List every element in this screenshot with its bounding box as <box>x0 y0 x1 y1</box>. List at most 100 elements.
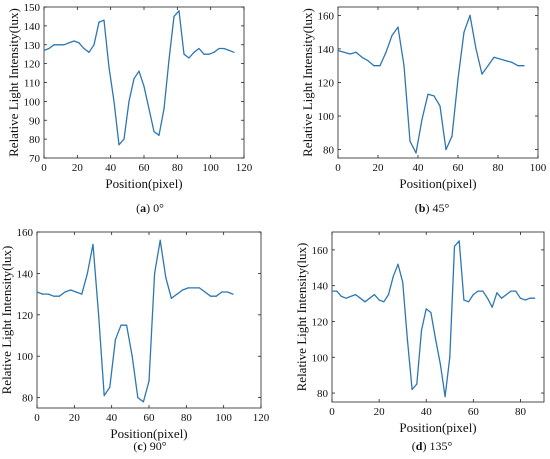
data-point <box>373 65 375 67</box>
panel-caption: (c) 90° <box>133 439 166 453</box>
data-point <box>486 297 489 299</box>
data-point <box>88 51 90 53</box>
x-tick-label: 40 <box>105 162 117 174</box>
data-point <box>158 134 160 136</box>
data-point <box>403 65 405 67</box>
data-point <box>73 40 75 42</box>
data-point <box>367 60 369 62</box>
data-point <box>173 15 175 18</box>
data-point <box>36 291 38 293</box>
data-point <box>176 293 178 295</box>
plot-frame <box>331 231 545 403</box>
data-point <box>523 65 525 67</box>
y-tick-label: 120 <box>312 316 329 328</box>
data-point <box>198 287 200 289</box>
data-point <box>103 19 105 21</box>
data-point <box>517 65 519 67</box>
data-point <box>63 44 65 46</box>
x-axis-label: Position(pixel) <box>110 426 187 441</box>
data-point <box>187 287 189 289</box>
data-point <box>463 299 465 301</box>
data-point <box>83 47 85 50</box>
data-point <box>108 66 110 68</box>
data-point <box>457 78 459 80</box>
y-tick-label: 110 <box>24 78 41 90</box>
x-tick-label: 100 <box>530 162 547 174</box>
data-point <box>204 291 206 293</box>
data-point <box>359 297 361 299</box>
y-tick-label: 130 <box>24 40 41 52</box>
caption-text: 135° <box>429 439 452 453</box>
chart-panel-b: 0 20 40 60 80 100 80 100 120 140 160 Position(pixel… <box>300 6 547 215</box>
data-point <box>411 388 413 391</box>
data-point <box>533 297 536 299</box>
caption-letter: a <box>140 201 146 215</box>
chart-panel-a: 0 20 40 60 80 100 120 70 80 90 100 110 120 130 140 150 P… <box>6 2 253 215</box>
data-point <box>168 59 170 61</box>
data-point <box>444 396 446 398</box>
data-point <box>148 380 150 382</box>
data-point <box>515 290 517 292</box>
data-point <box>406 338 408 340</box>
chart-panel-c: 0 20 40 60 80 100 120 80 100 120 140 160 Position(pi… <box>0 227 270 453</box>
caption-text: 0° <box>153 201 164 215</box>
data-point <box>331 290 333 292</box>
data-point <box>510 290 512 292</box>
y-axis-label: Relative Light Intensity(lux) <box>0 246 14 395</box>
data-point <box>114 339 116 341</box>
data-point <box>451 135 453 137</box>
data-point <box>511 61 513 63</box>
data-point <box>53 295 55 297</box>
x-tick-label: 60 <box>468 406 480 418</box>
x-tick-label: 120 <box>253 412 270 424</box>
data-point <box>505 294 507 296</box>
data-point <box>98 314 100 316</box>
data-point <box>501 297 503 299</box>
x-axis-label: Position(pixel) <box>399 176 476 191</box>
caption-letter: d <box>416 439 423 453</box>
y-tick-label: 80 <box>323 145 335 157</box>
data-point <box>48 47 50 50</box>
data-point <box>449 356 451 358</box>
data-point <box>170 297 172 299</box>
y-tick-label: 140 <box>312 281 329 293</box>
x-tick-label: 40 <box>106 412 118 424</box>
data-point <box>142 401 144 403</box>
x-axis-label: Position(pixel) <box>105 176 182 191</box>
data-point <box>385 51 387 53</box>
data-point <box>68 42 70 44</box>
data-point <box>233 51 235 53</box>
x-tick-label: 60 <box>139 162 151 174</box>
data-point <box>78 42 80 44</box>
data-point <box>402 281 404 283</box>
data-point <box>463 31 465 33</box>
data-point <box>391 34 393 37</box>
data-point <box>133 78 135 80</box>
x-tick-label: 60 <box>144 412 156 424</box>
plot-frame <box>337 6 539 159</box>
data-point <box>58 295 61 297</box>
data-point <box>178 10 180 12</box>
y-tick-label: 100 <box>312 352 329 364</box>
data-point <box>397 26 399 28</box>
data-point <box>165 276 167 279</box>
y-tick-label: 140 <box>318 44 335 56</box>
data-point <box>487 65 489 67</box>
data-point <box>43 49 45 52</box>
chart-panel-d: 0 20 40 60 80 80 100 120 140 160 Position(pixel) Re… <box>294 231 545 453</box>
data-point <box>98 21 100 23</box>
data-point <box>92 243 94 246</box>
y-tick-label: 80 <box>22 393 34 405</box>
data-point <box>193 287 195 289</box>
data-point <box>427 93 429 95</box>
caption-text: 45° <box>432 201 449 215</box>
data-point <box>42 293 44 295</box>
x-tick-label: 0 <box>34 412 40 424</box>
data-point <box>439 105 441 107</box>
data-point <box>143 85 145 87</box>
data-point <box>53 44 55 46</box>
y-tick-label: 160 <box>17 227 34 239</box>
data-point <box>482 290 484 292</box>
x-axis-label: Position(pixel) <box>399 420 476 435</box>
